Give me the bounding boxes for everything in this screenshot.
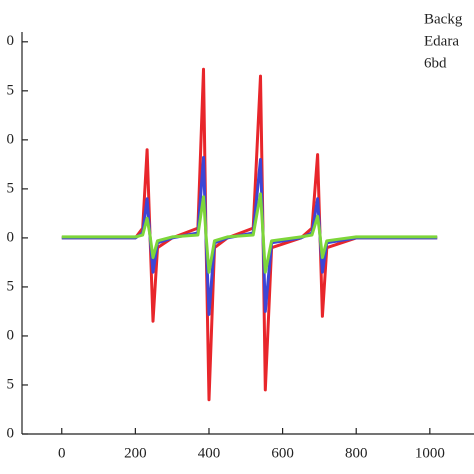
y-tick-label: 0	[7, 131, 15, 147]
y-tick-label: 5	[7, 82, 15, 98]
x-tick-label: 200	[124, 445, 147, 461]
legend-label: Edara	[424, 33, 459, 49]
x-tick-label: 0	[58, 445, 66, 461]
series-line	[61, 192, 438, 274]
legend-label: Backg	[424, 11, 463, 27]
y-tick-label: 5	[7, 376, 15, 392]
x-tick-label: 400	[198, 445, 221, 461]
y-tick-label: 5	[7, 278, 15, 294]
x-tick-label: 1000	[415, 445, 445, 461]
y-tick-label: 0	[7, 33, 15, 49]
y-tick-label: 0	[7, 327, 15, 343]
legend-label: 6bd	[424, 55, 447, 71]
y-tick-label: 5	[7, 180, 15, 196]
x-tick-label: 600	[271, 445, 294, 461]
y-tick-label: 0	[7, 229, 15, 245]
x-tick-label: 800	[345, 445, 368, 461]
y-tick-label: 0	[7, 425, 15, 441]
